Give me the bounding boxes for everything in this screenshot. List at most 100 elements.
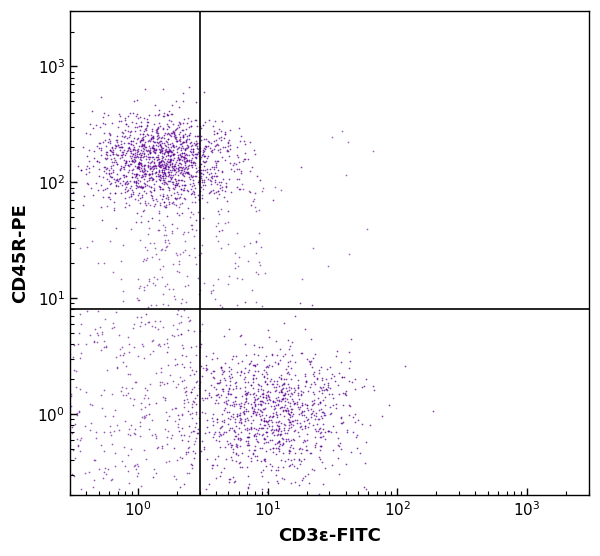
Point	[296, 448, 305, 457]
Point	[191, 366, 201, 375]
Point	[284, 370, 294, 379]
Point	[178, 359, 187, 368]
Point	[254, 366, 263, 375]
Point	[280, 390, 289, 399]
Point	[157, 363, 166, 372]
Point	[174, 142, 184, 151]
Point	[277, 384, 287, 393]
Point	[179, 479, 188, 488]
Point	[216, 127, 226, 136]
Point	[116, 274, 125, 283]
Point	[163, 130, 172, 138]
Point	[127, 166, 137, 175]
Point	[186, 121, 196, 130]
Point	[179, 230, 188, 239]
Point	[131, 181, 140, 190]
Point	[240, 387, 250, 396]
Point	[168, 156, 178, 165]
Point	[134, 188, 143, 197]
Point	[178, 137, 188, 146]
Point	[154, 129, 163, 138]
Point	[179, 148, 188, 157]
Point	[136, 158, 146, 167]
Point	[239, 375, 249, 384]
Point	[316, 428, 326, 436]
Point	[137, 140, 146, 149]
Point	[224, 138, 233, 147]
Point	[264, 415, 274, 424]
Point	[76, 434, 86, 443]
Point	[315, 442, 325, 451]
Point	[206, 173, 216, 182]
Point	[283, 506, 293, 515]
Point	[164, 151, 173, 160]
Point	[269, 425, 279, 434]
Point	[131, 424, 140, 433]
Point	[152, 132, 162, 141]
Point	[338, 418, 348, 426]
Point	[163, 300, 173, 309]
Point	[131, 177, 141, 186]
Point	[169, 143, 179, 152]
Point	[262, 432, 272, 441]
Point	[107, 161, 116, 170]
Point	[308, 369, 318, 378]
Point	[245, 360, 254, 369]
Point	[187, 160, 196, 169]
Point	[165, 140, 175, 149]
Point	[171, 141, 181, 150]
Point	[115, 351, 125, 360]
Point	[170, 131, 179, 140]
Point	[280, 426, 289, 435]
Point	[131, 178, 141, 187]
Point	[184, 251, 194, 260]
Point	[212, 140, 221, 148]
Point	[229, 399, 238, 408]
Point	[179, 138, 189, 147]
Point	[262, 370, 272, 379]
Point	[188, 427, 198, 436]
Point	[96, 93, 106, 102]
Point	[259, 434, 268, 443]
Point	[140, 196, 149, 205]
Point	[139, 149, 148, 158]
Point	[93, 186, 103, 195]
Point	[76, 320, 86, 329]
Point	[296, 409, 305, 418]
Point	[270, 403, 280, 412]
Point	[112, 363, 122, 372]
Point	[238, 357, 247, 366]
Point	[197, 436, 207, 445]
Point	[229, 159, 239, 168]
Point	[115, 143, 125, 152]
Point	[214, 190, 223, 199]
Point	[155, 176, 165, 185]
Point	[245, 359, 255, 368]
Point	[286, 423, 296, 432]
Point	[297, 411, 307, 420]
Point	[227, 400, 237, 409]
Point	[155, 254, 164, 263]
Point	[283, 405, 293, 414]
Point	[194, 384, 204, 393]
Point	[164, 171, 173, 180]
Point	[184, 172, 193, 181]
Point	[139, 286, 149, 295]
Point	[106, 179, 115, 188]
Point	[269, 397, 278, 406]
Point	[314, 490, 323, 499]
Point	[261, 411, 271, 420]
Point	[121, 158, 131, 167]
Point	[217, 423, 226, 431]
Point	[226, 187, 235, 196]
Point	[194, 149, 203, 158]
Point	[155, 155, 164, 163]
Point	[223, 494, 233, 503]
Point	[189, 187, 199, 196]
Point	[194, 177, 204, 186]
Point	[179, 155, 189, 164]
Point	[128, 157, 138, 166]
Point	[208, 281, 218, 290]
Point	[145, 170, 154, 178]
Point	[138, 183, 148, 192]
